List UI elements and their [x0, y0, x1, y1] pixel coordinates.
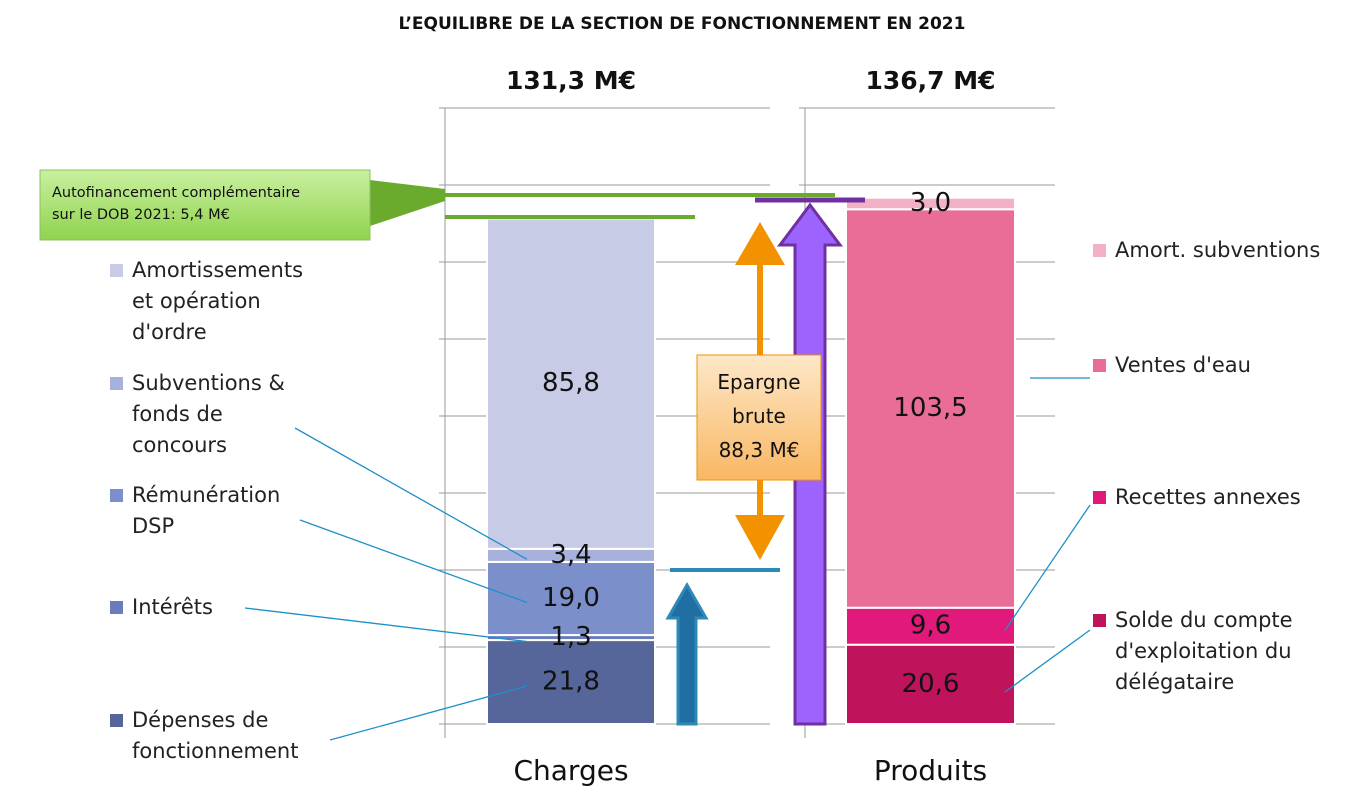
leader-line [299, 519, 528, 604]
callout-pointer [370, 180, 445, 226]
annotation-box [696, 354, 822, 481]
legend-item: Amort. subventions [1093, 235, 1335, 266]
subtitle: 131,3 M€ [506, 66, 636, 95]
legend-swatch [110, 601, 123, 614]
chart-title: L’EQUILIBRE DE LA SECTION DE FONCTIONNEM… [398, 14, 966, 34]
annotation: Autofinancement complémentaire sur le DO… [52, 185, 301, 223]
bar-segment [845, 208, 1016, 609]
legend-label: Intérêts [132, 595, 213, 619]
legend-item: Ventes d'eau [1093, 350, 1315, 381]
legend-label: Solde du compte d'exploitation du déléga… [1115, 608, 1293, 694]
bar-segment [486, 217, 656, 550]
leader-line [329, 685, 528, 741]
value-label: 1,3 [550, 622, 591, 652]
legend-item: Recettes annexes [1093, 482, 1315, 513]
legend-swatch [110, 489, 123, 502]
legend-swatch [1093, 359, 1106, 372]
subtitle: 136,7 M€ [865, 66, 995, 95]
legend-swatch [1093, 491, 1106, 504]
annotation: Epargne brute 88,3 M€ [717, 370, 801, 462]
legend-swatch [1093, 614, 1106, 627]
legend-label: Amort. subventions [1115, 238, 1321, 262]
bar-segment [845, 196, 1016, 211]
arrow-head [735, 222, 785, 265]
leader-line [1004, 504, 1091, 631]
value-label: 3,4 [550, 540, 591, 570]
legend-swatch [1093, 244, 1106, 257]
value-label: 21,8 [542, 667, 600, 697]
value-label: 85,8 [542, 368, 600, 398]
x-tick-label: Charges [513, 754, 628, 787]
arrow [665, 581, 709, 726]
value-label: 20,6 [902, 669, 960, 699]
legend-swatch [110, 714, 123, 727]
value-label: 3,0 [910, 188, 951, 218]
legend-label: Rémunération DSP [132, 483, 281, 538]
legend-label: Amortissements et opération d'ordre [132, 258, 304, 344]
legend-label: Ventes d'eau [1115, 353, 1251, 377]
legend-label: Dépenses de fonctionnement [132, 708, 299, 763]
legend-label: Recettes annexes [1115, 485, 1301, 509]
legend-label: Subventions & fonds de concours [132, 371, 285, 457]
arrow-head [735, 515, 785, 560]
legend-item: Dépenses de fonctionnement [110, 705, 302, 767]
leader-line [244, 607, 528, 643]
bar-segment [845, 643, 1016, 725]
leader-line [294, 427, 528, 560]
value-label: 9,6 [910, 611, 951, 641]
callout-box [39, 169, 371, 241]
legend-item: Rémunération DSP [110, 480, 302, 542]
value-label: 103,5 [893, 393, 967, 423]
legend-item: Solde du compte d'exploitation du déléga… [1093, 605, 1315, 698]
legend-item: Subventions & fonds de concours [110, 368, 302, 461]
legend-swatch [110, 264, 123, 277]
legend-item: Intérêts [110, 592, 302, 623]
legend-swatch [110, 377, 123, 390]
value-label: 19,0 [542, 583, 600, 613]
legend-item: Amortissements et opération d'ordre [110, 255, 317, 348]
leader-line [1004, 629, 1091, 693]
x-tick-label: Produits [874, 754, 987, 787]
